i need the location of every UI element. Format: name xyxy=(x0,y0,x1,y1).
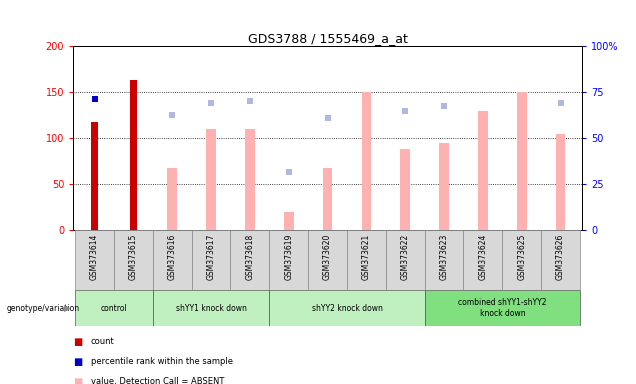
Bar xyxy=(556,134,565,230)
Text: GSM373619: GSM373619 xyxy=(284,233,293,280)
Text: combined shYY1-shYY2
knock down: combined shYY1-shYY2 knock down xyxy=(458,298,546,318)
Text: GSM373625: GSM373625 xyxy=(517,233,526,280)
Text: genotype/variation: genotype/variation xyxy=(6,304,80,313)
Bar xyxy=(439,143,449,230)
Bar xyxy=(153,230,191,290)
Bar xyxy=(153,290,269,326)
Text: GSM373623: GSM373623 xyxy=(439,233,448,280)
Bar xyxy=(517,92,527,230)
Bar xyxy=(269,290,425,326)
Bar xyxy=(425,290,580,326)
Text: percentile rank within the sample: percentile rank within the sample xyxy=(91,357,233,366)
Bar xyxy=(401,149,410,230)
Bar xyxy=(322,168,333,230)
Bar xyxy=(386,230,425,290)
Text: GSM373614: GSM373614 xyxy=(90,233,99,280)
Bar xyxy=(269,230,308,290)
Text: GSM373618: GSM373618 xyxy=(245,233,254,280)
Text: shYY2 knock down: shYY2 knock down xyxy=(312,304,382,313)
Bar xyxy=(191,230,230,290)
Bar xyxy=(130,80,137,230)
Bar xyxy=(75,290,153,326)
Text: ■: ■ xyxy=(73,377,83,384)
Bar xyxy=(245,129,254,230)
Bar xyxy=(347,230,386,290)
Bar xyxy=(167,168,177,230)
Text: GSM373621: GSM373621 xyxy=(362,233,371,280)
Text: control: control xyxy=(100,304,127,313)
Bar xyxy=(284,212,294,230)
Text: GSM373626: GSM373626 xyxy=(556,233,565,280)
Bar xyxy=(114,230,153,290)
Text: GSM373624: GSM373624 xyxy=(478,233,487,280)
Text: ■: ■ xyxy=(73,337,83,347)
Text: GSM373620: GSM373620 xyxy=(323,233,332,280)
Text: GSM373615: GSM373615 xyxy=(129,233,138,280)
Title: GDS3788 / 1555469_a_at: GDS3788 / 1555469_a_at xyxy=(247,32,408,45)
Text: ▶: ▶ xyxy=(64,304,71,313)
Bar xyxy=(206,129,216,230)
Bar xyxy=(541,230,580,290)
Text: GSM373622: GSM373622 xyxy=(401,233,410,280)
Bar xyxy=(502,230,541,290)
Text: value, Detection Call = ABSENT: value, Detection Call = ABSENT xyxy=(91,377,225,384)
Bar xyxy=(478,111,488,230)
Bar xyxy=(308,230,347,290)
Bar xyxy=(425,230,464,290)
Bar xyxy=(361,92,371,230)
Bar xyxy=(91,122,98,230)
Bar xyxy=(464,230,502,290)
Text: count: count xyxy=(91,337,114,346)
Text: shYY1 knock down: shYY1 knock down xyxy=(176,304,247,313)
Bar xyxy=(230,230,269,290)
Bar xyxy=(75,230,114,290)
Text: GSM373616: GSM373616 xyxy=(168,233,177,280)
Text: GSM373617: GSM373617 xyxy=(207,233,216,280)
Text: ■: ■ xyxy=(73,357,83,367)
